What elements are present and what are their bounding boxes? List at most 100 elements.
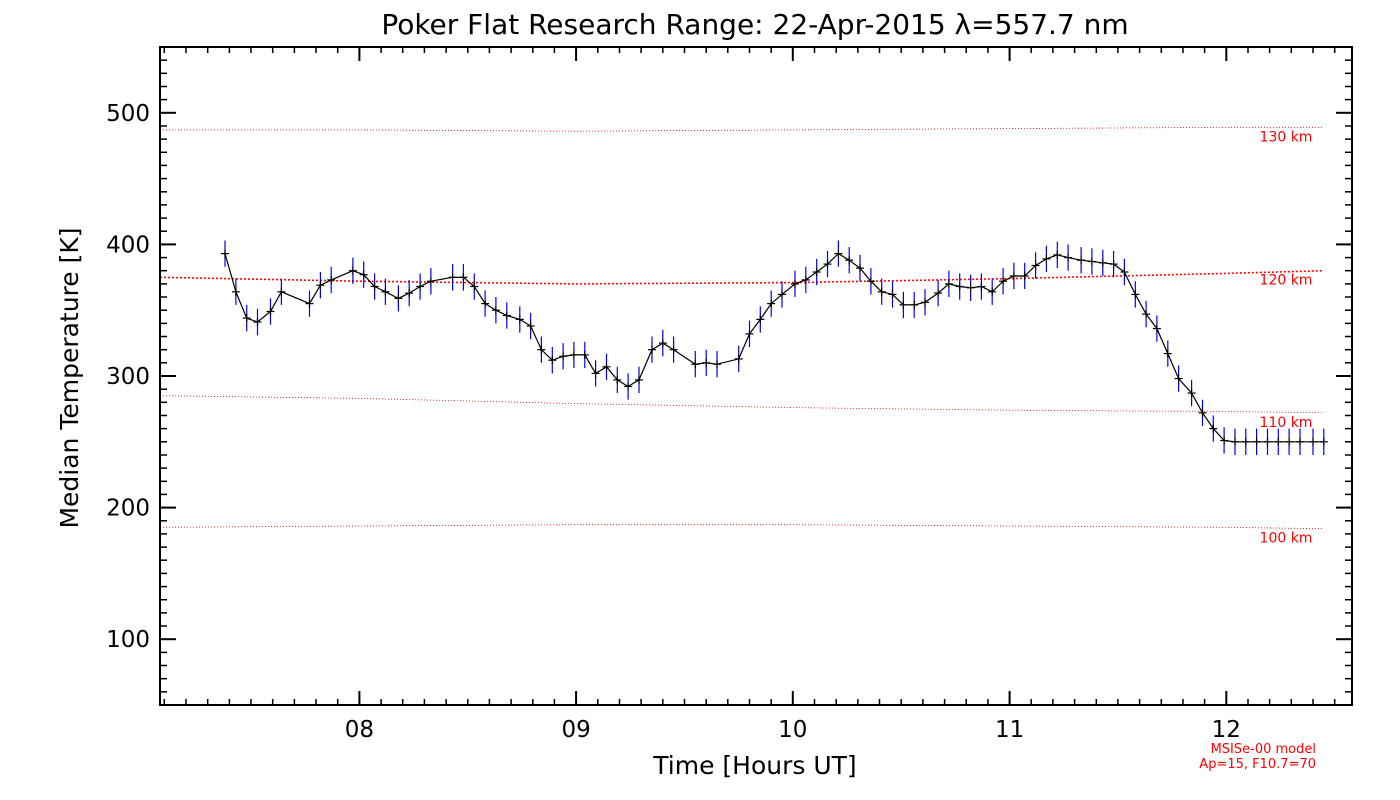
x-tick-label: 12 <box>1212 717 1241 743</box>
data-point <box>977 282 986 291</box>
data-point <box>1198 408 1207 417</box>
data-point <box>470 282 479 291</box>
data-point <box>910 300 919 309</box>
data-point <box>316 281 325 290</box>
data-point <box>591 369 600 378</box>
data-point <box>253 318 262 326</box>
data-point <box>548 356 557 365</box>
model-note-line-1: MSISe-00 model <box>1211 742 1316 757</box>
data-point <box>669 345 678 354</box>
data-point <box>1109 260 1118 269</box>
data-point <box>1309 437 1317 446</box>
data-point <box>1142 310 1151 319</box>
data-point <box>734 354 743 363</box>
data-point <box>702 358 711 367</box>
data-point <box>1285 437 1294 446</box>
data-point <box>559 352 568 361</box>
data-point <box>459 273 468 282</box>
data-point <box>1174 374 1183 383</box>
data-point <box>778 290 786 299</box>
data-point <box>999 277 1008 286</box>
data-point <box>1098 258 1107 267</box>
data-point <box>966 283 975 292</box>
data-point <box>756 315 765 324</box>
model-curve-110km <box>159 395 1324 414</box>
data-point <box>944 279 953 288</box>
model-label-130km: 130 km <box>1260 129 1313 145</box>
data-point <box>658 339 667 348</box>
data-point <box>266 307 275 316</box>
plot-frame <box>159 46 1353 706</box>
data-point <box>1120 268 1129 276</box>
y-tick-label: 200 <box>106 496 150 522</box>
data-point <box>955 282 964 291</box>
data-point <box>1042 254 1051 263</box>
data-point <box>1077 256 1086 265</box>
data-point <box>426 277 435 286</box>
data-point <box>1131 290 1140 299</box>
data-point <box>1241 437 1250 446</box>
model-label-100km: 100 km <box>1260 531 1313 547</box>
data-point <box>1319 437 1328 446</box>
data-point <box>745 329 754 338</box>
data-point <box>1220 436 1229 445</box>
data-point <box>1163 349 1172 358</box>
data-point <box>1009 272 1018 280</box>
data-point <box>866 277 875 286</box>
data-point <box>448 273 457 282</box>
data-point <box>856 264 864 273</box>
data-point <box>1087 257 1096 266</box>
data-point <box>691 360 700 369</box>
data-point <box>1064 253 1073 262</box>
data-point <box>899 300 908 309</box>
data-point <box>481 299 490 308</box>
data-point <box>1152 324 1161 333</box>
data-point <box>1187 389 1196 398</box>
data-point <box>569 350 578 359</box>
data-point <box>635 375 643 384</box>
data-point <box>713 360 721 369</box>
data-point <box>624 382 633 391</box>
data-point <box>221 249 229 258</box>
data-point <box>348 266 357 275</box>
data-point <box>888 290 897 299</box>
data-point <box>801 275 810 284</box>
x-tick-label: 08 <box>345 717 374 743</box>
temperature-series <box>221 240 1328 455</box>
data-point <box>834 249 843 258</box>
y-tick-label: 300 <box>106 364 150 390</box>
data-point <box>791 279 799 288</box>
model-curve-100km <box>159 524 1324 530</box>
data-point <box>823 260 832 269</box>
y-axis-label: Median Temperature [K] <box>55 227 84 528</box>
data-point <box>405 289 414 298</box>
axes: 08 09 10 11 12 100 200 300 400 500 <box>106 46 1353 743</box>
model-curves: 130 km 120 km 110 km 100 km <box>159 126 1324 547</box>
data-point <box>845 256 854 265</box>
model-curve-130km <box>160 126 1324 132</box>
data-point <box>1231 437 1239 446</box>
x-tick-label: 09 <box>561 717 590 743</box>
data-point <box>515 315 524 324</box>
y-tick-label: 100 <box>106 627 150 653</box>
data-point <box>648 345 656 354</box>
model-label-120km: 120 km <box>1260 273 1313 289</box>
data-point <box>491 306 500 315</box>
y-tick-label: 500 <box>106 101 150 127</box>
data-point <box>231 287 240 296</box>
data-point <box>602 362 611 371</box>
data-point <box>1252 437 1261 446</box>
data-point <box>1296 437 1304 446</box>
data-point <box>242 314 251 323</box>
model-note-line-2: Ap=15, F10.7=70 <box>1199 757 1316 772</box>
data-point <box>305 299 314 308</box>
data-point <box>370 282 379 291</box>
data-point <box>502 311 511 320</box>
data-point <box>1031 261 1040 270</box>
data-point <box>537 345 546 354</box>
data-point <box>381 287 390 296</box>
data-point <box>613 375 622 384</box>
model-curve-120km <box>159 269 1324 285</box>
x-axis-label: Time [Hours UT] <box>652 751 856 780</box>
data-point <box>526 322 535 330</box>
